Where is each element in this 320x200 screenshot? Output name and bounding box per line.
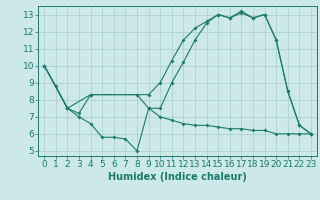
X-axis label: Humidex (Indice chaleur): Humidex (Indice chaleur) bbox=[108, 172, 247, 182]
